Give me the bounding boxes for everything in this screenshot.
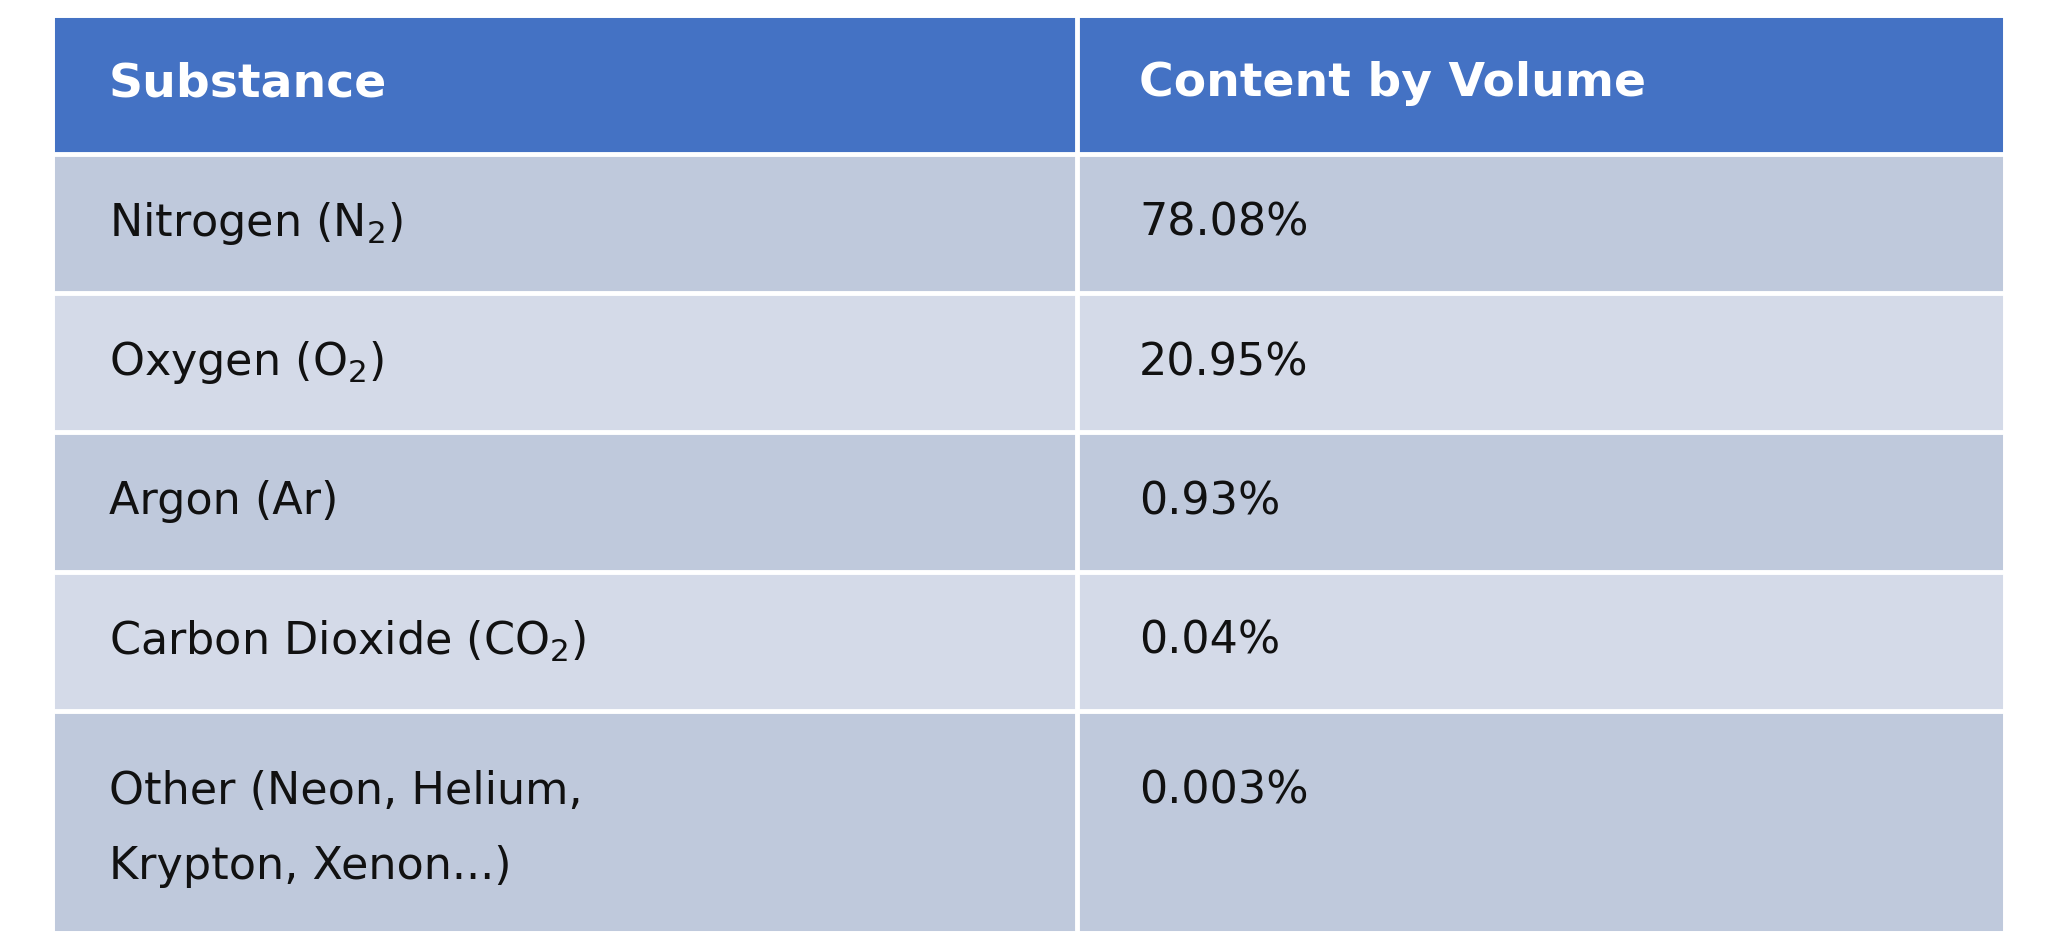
Text: Argon (Ar): Argon (Ar) [109, 481, 339, 523]
Bar [1078, 154, 2006, 293]
Bar [51, 432, 1078, 572]
Bar [51, 293, 1078, 432]
Text: 78.08%: 78.08% [1140, 202, 1308, 245]
Bar [51, 572, 1078, 711]
Text: 20.95%: 20.95% [1140, 341, 1308, 384]
Text: Content by Volume: Content by Volume [1140, 62, 1646, 106]
Text: 0.93%: 0.93% [1140, 481, 1279, 523]
Text: Other (Neon, Helium,: Other (Neon, Helium, [109, 770, 582, 812]
Bar [1078, 14, 2006, 154]
Text: Carbon Dioxide (CO$_2$): Carbon Dioxide (CO$_2$) [109, 619, 586, 664]
Bar [51, 14, 1078, 154]
Text: Nitrogen (N$_2$): Nitrogen (N$_2$) [109, 200, 403, 246]
Text: Krypton, Xenon...): Krypton, Xenon...) [109, 846, 512, 888]
Bar [51, 711, 1078, 934]
Text: 0.003%: 0.003% [1140, 770, 1308, 812]
Bar [1078, 293, 2006, 432]
Bar [1078, 432, 2006, 572]
Bar [1078, 572, 2006, 711]
Text: 0.04%: 0.04% [1140, 620, 1279, 663]
Bar [1078, 711, 2006, 934]
Text: Oxygen (O$_2$): Oxygen (O$_2$) [109, 339, 385, 386]
Bar [51, 154, 1078, 293]
Text: Substance: Substance [109, 62, 387, 106]
